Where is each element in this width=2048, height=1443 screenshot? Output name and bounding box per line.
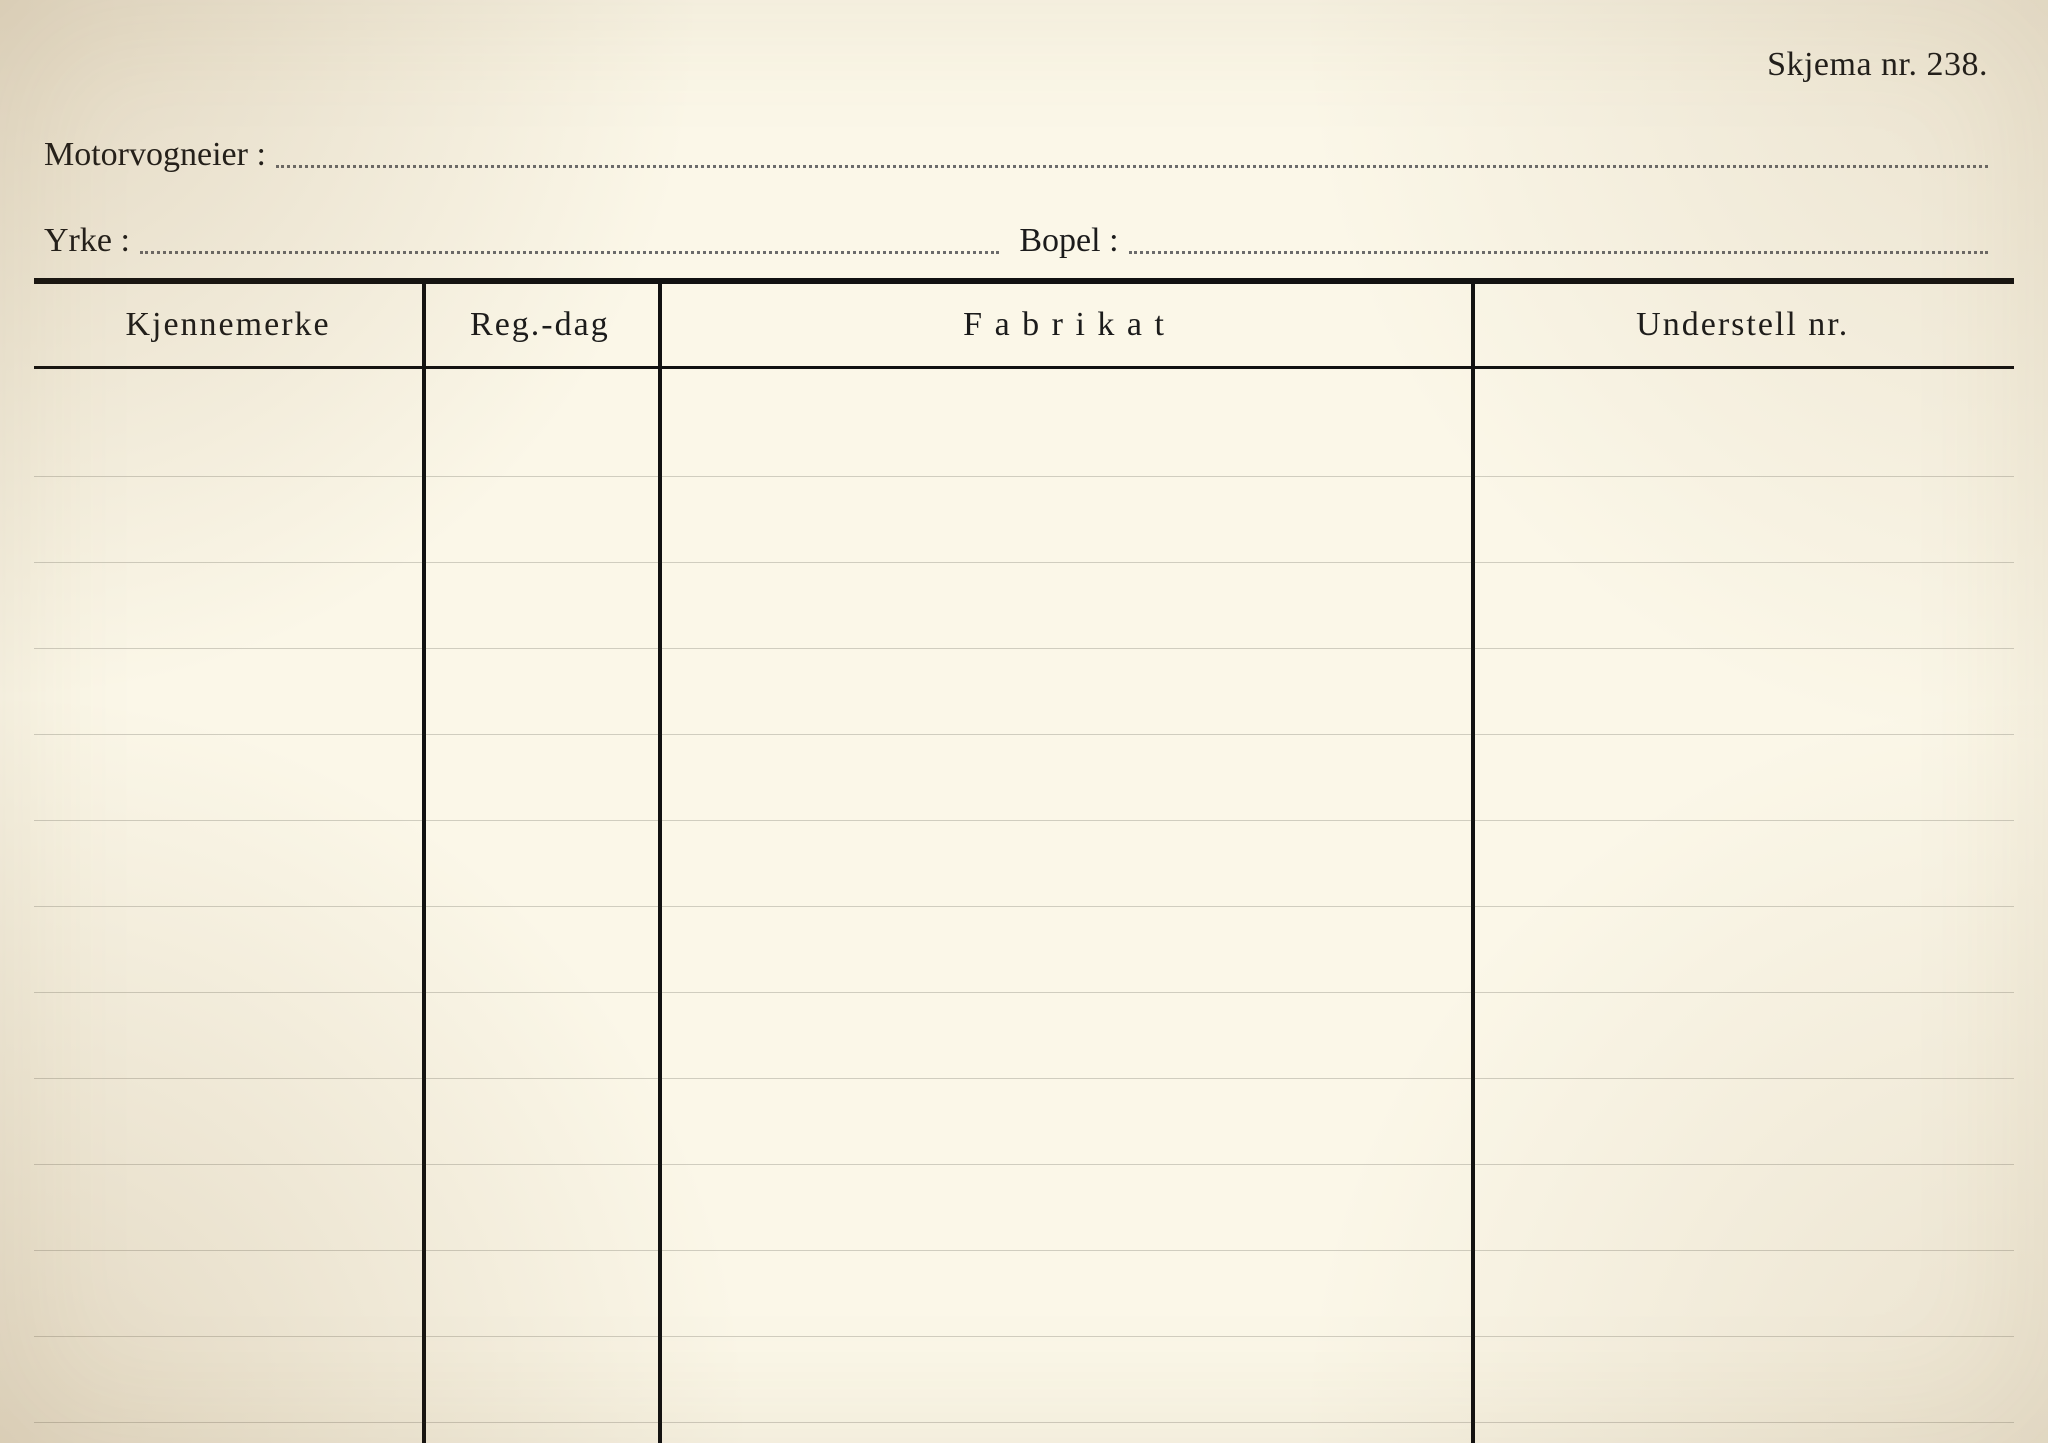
field-occupation-input-line[interactable] xyxy=(140,251,999,254)
table-header-regdag: Reg.-dag xyxy=(422,306,658,344)
table-rowline xyxy=(34,1250,2014,1251)
field-residence-label: Bopel : xyxy=(1019,222,1128,260)
table-rowline xyxy=(34,476,2014,477)
field-owner-label: Motorvogneier : xyxy=(44,136,276,174)
table-rowline xyxy=(34,906,2014,907)
table-rowline xyxy=(34,1336,2014,1337)
table-rowline xyxy=(34,1422,2014,1423)
index-card: Skjema nr. 238. Motorvogneier : Yrke : B… xyxy=(0,0,2048,1443)
table-header-fabrikat: F a b r i k a t xyxy=(658,306,1472,344)
table-rowline xyxy=(34,1164,2014,1165)
table-header-understell: Understell nr. xyxy=(1471,306,2014,344)
table-header-kjennemerke: Kjennemerke xyxy=(34,306,422,344)
vehicle-table: Kjennemerke Reg.-dag F a b r i k a t Und… xyxy=(34,284,2014,1423)
field-occupation-label: Yrke : xyxy=(44,222,140,260)
field-residence-input-line[interactable] xyxy=(1129,251,1988,254)
table-rowline xyxy=(34,562,2014,563)
field-owner-input-line[interactable] xyxy=(276,165,1988,168)
table-header-rule xyxy=(34,366,2014,369)
table-header-row: Kjennemerke Reg.-dag F a b r i k a t Und… xyxy=(34,284,2014,366)
table-rowline xyxy=(34,992,2014,993)
table-rowline xyxy=(34,820,2014,821)
form-number: Skjema nr. 238. xyxy=(1767,46,1988,84)
table-body xyxy=(34,390,2014,1423)
table-rowline xyxy=(34,734,2014,735)
field-yrke-bopel-row: Yrke : Bopel : xyxy=(44,210,1988,260)
field-owner-row: Motorvogneier : xyxy=(44,124,1988,174)
table-rowline xyxy=(34,648,2014,649)
table-rowline xyxy=(34,1078,2014,1079)
